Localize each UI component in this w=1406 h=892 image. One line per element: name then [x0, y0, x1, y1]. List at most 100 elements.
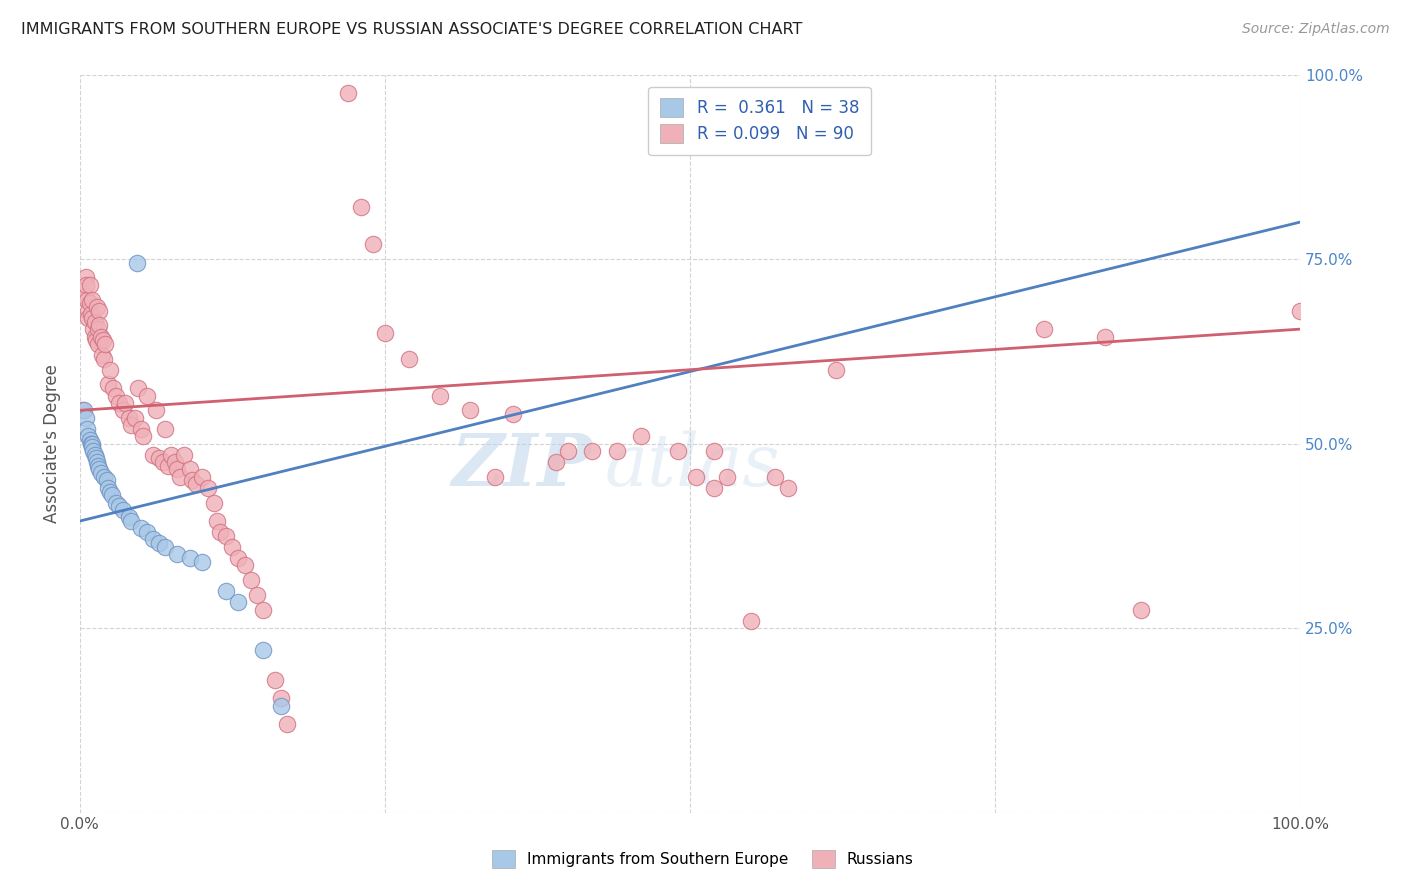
Point — [87, 337, 110, 351]
Point — [105, 495, 128, 509]
Point — [136, 388, 159, 402]
Point — [763, 469, 786, 483]
Point — [127, 256, 149, 270]
Point — [184, 477, 207, 491]
Point — [97, 377, 120, 392]
Point — [202, 495, 225, 509]
Point — [484, 469, 506, 483]
Point — [163, 455, 186, 469]
Point — [270, 691, 292, 706]
Point — [79, 296, 101, 310]
Point — [76, 422, 98, 436]
Point — [111, 403, 134, 417]
Point — [1289, 303, 1312, 318]
Text: atlas: atlas — [605, 431, 780, 501]
Point — [429, 388, 451, 402]
Point — [86, 300, 108, 314]
Point — [264, 673, 287, 687]
Point — [90, 329, 112, 343]
Point — [80, 311, 103, 326]
Point — [246, 588, 269, 602]
Point — [557, 444, 579, 458]
Y-axis label: Associate's Degree: Associate's Degree — [44, 364, 60, 523]
Point — [142, 448, 165, 462]
Point — [90, 348, 112, 362]
Point — [191, 469, 214, 483]
Point — [166, 547, 188, 561]
Point — [84, 451, 107, 466]
Point — [221, 540, 243, 554]
Point — [825, 362, 848, 376]
Point — [118, 510, 141, 524]
Legend: Immigrants from Southern Europe, Russians: Immigrants from Southern Europe, Russian… — [485, 843, 921, 875]
Point — [114, 396, 136, 410]
Point — [205, 514, 228, 528]
Point — [82, 444, 104, 458]
Point — [252, 643, 274, 657]
Point — [73, 289, 96, 303]
Point — [398, 351, 420, 366]
Point — [105, 388, 128, 402]
Point — [173, 448, 195, 462]
Legend: R =  0.361   N = 38, R = 0.099   N = 90: R = 0.361 N = 38, R = 0.099 N = 90 — [648, 87, 870, 155]
Point — [83, 329, 105, 343]
Point — [156, 458, 179, 473]
Point — [606, 444, 628, 458]
Point — [77, 311, 100, 326]
Point — [87, 458, 110, 473]
Point — [233, 558, 256, 573]
Point — [349, 200, 371, 214]
Point — [337, 86, 360, 100]
Point — [120, 418, 142, 433]
Point — [75, 410, 97, 425]
Point — [94, 337, 117, 351]
Point — [460, 403, 482, 417]
Point — [127, 381, 149, 395]
Point — [169, 469, 191, 483]
Point — [166, 462, 188, 476]
Point — [86, 455, 108, 469]
Point — [136, 525, 159, 540]
Point — [666, 444, 689, 458]
Point — [80, 293, 103, 307]
Point — [83, 315, 105, 329]
Point — [80, 436, 103, 450]
Point — [89, 462, 111, 476]
Point — [129, 521, 152, 535]
Point — [197, 481, 219, 495]
Point — [93, 351, 115, 366]
Text: Source: ZipAtlas.com: Source: ZipAtlas.com — [1241, 22, 1389, 37]
Point — [209, 525, 232, 540]
Point — [82, 322, 104, 336]
Point — [716, 469, 738, 483]
Point — [100, 362, 122, 376]
Point — [703, 444, 725, 458]
Point — [89, 303, 111, 318]
Point — [142, 533, 165, 547]
Point — [87, 322, 110, 336]
Point — [160, 448, 183, 462]
Point — [374, 326, 396, 340]
Point — [215, 584, 238, 599]
Text: IMMIGRANTS FROM SOUTHERN EUROPE VS RUSSIAN ASSOCIATE'S DEGREE CORRELATION CHART: IMMIGRANTS FROM SOUTHERN EUROPE VS RUSSI… — [21, 22, 803, 37]
Point — [145, 403, 167, 417]
Point — [155, 540, 177, 554]
Point — [100, 484, 122, 499]
Point — [80, 307, 103, 321]
Point — [89, 318, 111, 333]
Point — [1032, 322, 1054, 336]
Text: ZIP: ZIP — [451, 430, 592, 501]
Point — [239, 573, 262, 587]
Point — [79, 433, 101, 447]
Point — [776, 481, 799, 495]
Point — [181, 474, 204, 488]
Point — [703, 481, 725, 495]
Point — [97, 481, 120, 495]
Point — [77, 303, 100, 318]
Point — [124, 410, 146, 425]
Point — [148, 451, 170, 466]
Point — [179, 462, 201, 476]
Point — [155, 422, 177, 436]
Point — [75, 270, 97, 285]
Point — [148, 536, 170, 550]
